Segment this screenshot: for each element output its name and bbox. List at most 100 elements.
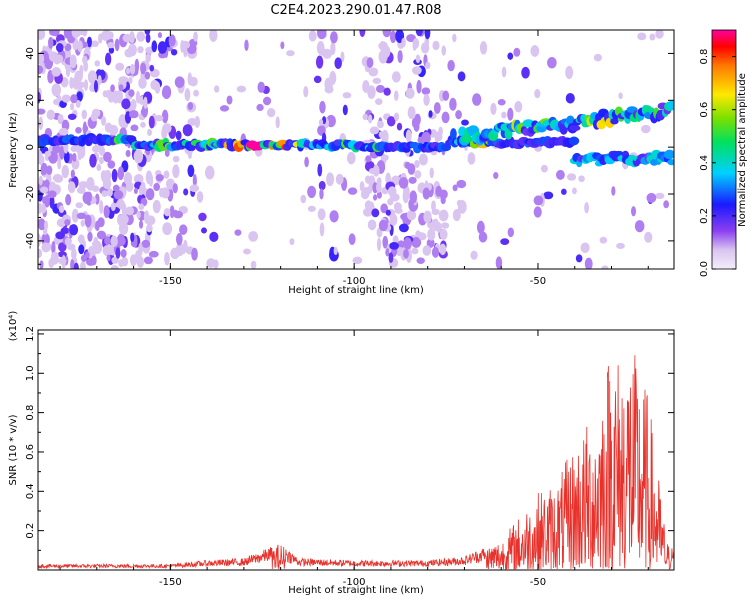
spectrogram-blob bbox=[330, 41, 336, 56]
spectrogram-blob bbox=[145, 188, 155, 201]
spectrogram-blob bbox=[646, 192, 657, 203]
colorbar-axes: 0.0 0.2 0.4 0.6 0.8 bbox=[699, 49, 736, 277]
spectrogram-blob bbox=[568, 136, 580, 146]
spectrogram-blob bbox=[514, 101, 523, 113]
spectrogram-blob bbox=[580, 242, 590, 254]
spectrogram-blob bbox=[175, 130, 182, 141]
spectrogram-blob bbox=[38, 52, 45, 66]
spectrogram-blob bbox=[422, 187, 431, 200]
spectrogram-blob bbox=[136, 31, 146, 42]
spectrogram-blob bbox=[149, 64, 155, 72]
spectrogram-blob bbox=[145, 170, 153, 185]
spectrogram-blob bbox=[565, 93, 575, 104]
spectrogram-blob bbox=[108, 46, 115, 54]
spectrogram-blob bbox=[174, 76, 185, 88]
spectrogram-blob bbox=[418, 153, 428, 166]
spectrogram-blob bbox=[422, 245, 432, 256]
spectrogram-blob bbox=[248, 231, 259, 242]
spectrogram-blob bbox=[92, 241, 103, 254]
spectrogram-blob bbox=[366, 57, 374, 68]
spectrogram-blob bbox=[461, 119, 469, 126]
spectrogram-blob bbox=[173, 210, 184, 219]
spectrogram-blob bbox=[39, 260, 44, 269]
spectrogram-blob bbox=[70, 258, 75, 269]
spectrogram-blob bbox=[397, 240, 405, 248]
spectrogram-blob bbox=[438, 126, 443, 136]
spectrogram-blob bbox=[543, 191, 554, 200]
spectrogram-blob bbox=[533, 195, 544, 206]
spectrogram-blob bbox=[414, 170, 422, 179]
spectrogram-blob bbox=[388, 252, 394, 264]
spectrogram-blob bbox=[447, 60, 455, 72]
spectrogram-blob bbox=[187, 101, 194, 110]
spectrogram-ytick-label: 40 bbox=[25, 47, 36, 60]
spectrogram-blob bbox=[394, 207, 403, 214]
spectrogram-blob bbox=[96, 230, 106, 240]
spectrogram-blob bbox=[497, 99, 506, 106]
spectrogram-blob bbox=[243, 248, 251, 255]
spectrogram-blob bbox=[48, 36, 54, 49]
spectrogram-blob bbox=[204, 165, 215, 180]
spectrogram-blob bbox=[38, 202, 43, 214]
spectrogram-blob bbox=[412, 39, 417, 51]
spectrogram-blob bbox=[389, 241, 400, 250]
spectrogram-blob bbox=[128, 89, 135, 97]
snr-ytick-label: 0.2 bbox=[25, 523, 36, 539]
spectrogram-blob bbox=[389, 213, 398, 226]
spectrogram-blob bbox=[405, 129, 412, 143]
colorbar: 0.0 0.2 0.4 0.6 0.8 Normalized spectral ampl… bbox=[699, 29, 748, 277]
spectrogram-blob bbox=[74, 30, 82, 37]
spectrogram-blob bbox=[112, 184, 120, 192]
spectrogram-blob bbox=[154, 114, 164, 122]
spectrogram-blob bbox=[182, 124, 193, 137]
spectrogram-blob bbox=[64, 219, 71, 226]
spectrogram-blob bbox=[194, 116, 201, 128]
spectrogram-blob bbox=[308, 30, 317, 42]
spectrogram-blob bbox=[189, 184, 200, 193]
spectrogram-blob bbox=[346, 151, 356, 165]
spectrogram-blob bbox=[64, 237, 71, 246]
spectrogram-blob bbox=[123, 172, 133, 186]
spectrogram-blob bbox=[70, 169, 75, 179]
snr-xlabel: Height of straight line (km) bbox=[288, 585, 424, 596]
spectrogram-blob bbox=[376, 120, 384, 129]
spectrogram-blob bbox=[80, 254, 88, 262]
spectrogram-blob bbox=[213, 85, 220, 93]
spectrogram-blob bbox=[317, 163, 323, 177]
spectrogram-blob bbox=[114, 38, 120, 52]
spectrogram-blob bbox=[372, 164, 380, 177]
snr-ytick-label: 0.6 bbox=[25, 444, 36, 460]
spectrogram-blob bbox=[118, 222, 129, 235]
spectrogram-blob bbox=[147, 128, 152, 137]
spectrogram-blob bbox=[100, 170, 107, 181]
spectrogram-blob bbox=[82, 191, 92, 205]
spectrogram-panel: -150 -100 -50 -40 -20 0 20 40 Height of straigh… bbox=[8, 29, 675, 296]
spectrogram-blob bbox=[148, 250, 159, 258]
spectrogram-blob bbox=[555, 169, 565, 180]
spectrogram-blob bbox=[138, 220, 144, 229]
spectrogram-blob bbox=[87, 70, 98, 84]
spectrogram-blob bbox=[161, 109, 169, 124]
spectrogram-blob bbox=[424, 36, 430, 48]
spectrogram-blob bbox=[172, 164, 180, 179]
spectrogram-blob bbox=[133, 149, 144, 164]
spectrogram-xlabel: Height of straight line (km) bbox=[288, 285, 424, 296]
spectrogram-blob bbox=[187, 164, 195, 177]
spectrogram-blob bbox=[144, 30, 151, 35]
spectrogram-blob bbox=[325, 172, 335, 187]
spectrogram-blob bbox=[133, 174, 144, 184]
spectrogram-blob bbox=[86, 177, 95, 191]
spectrogram-blob bbox=[435, 221, 442, 233]
colorbar-tick-label: 0.8 bbox=[699, 49, 710, 65]
spectrogram-blob bbox=[154, 81, 161, 94]
spectrogram-blob bbox=[440, 222, 450, 229]
spectrogram-blob bbox=[183, 239, 188, 253]
spectrogram-blob bbox=[129, 31, 135, 44]
spectrogram-blob bbox=[51, 251, 59, 261]
spectrogram-blob bbox=[442, 90, 450, 101]
snr-panel: -150 -100 -50 0.2 0.4 0.6 0.8 1.0 1.2 Height of … bbox=[8, 311, 675, 596]
spectrogram-blob bbox=[102, 90, 109, 98]
spectrogram-blob bbox=[41, 232, 50, 247]
spectrogram-blob bbox=[438, 209, 449, 222]
